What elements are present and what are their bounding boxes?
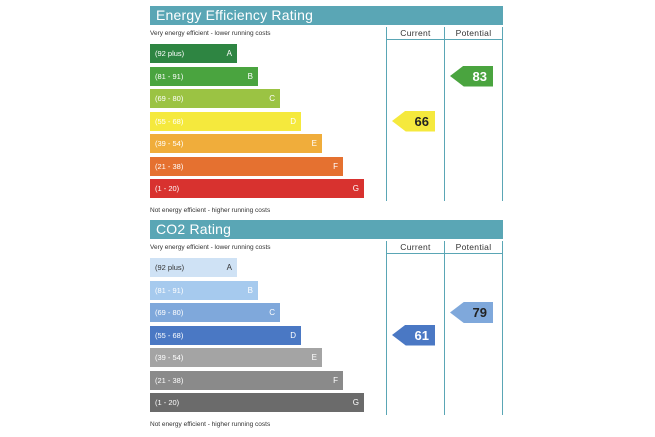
energy-band-range-label: (1 - 20)	[155, 184, 180, 193]
energy-potential-column-right-border	[502, 27, 503, 201]
co2-band-e: (39 - 54) E	[150, 348, 322, 367]
energy-band-letter: G	[352, 184, 359, 193]
co2-band-g: (1 - 20) G	[150, 393, 364, 412]
co2-current-column-right-border	[444, 241, 445, 415]
co2-potential-value: 79	[472, 305, 487, 320]
energy-current-header: Current	[400, 28, 431, 38]
co2-band-letter: G	[352, 398, 359, 407]
energy-current-value: 66	[414, 113, 429, 129]
energy-band-f: (21 - 38) F	[150, 156, 343, 176]
energy-band-c: (69 - 80) C	[150, 89, 280, 108]
co2-band-letter: C	[269, 308, 275, 317]
energy-bottom-caption: Not energy efficient - higher running co…	[150, 207, 271, 214]
co2-potential-header: Potential	[455, 242, 492, 252]
energy-band-range-label: (81 - 91)	[155, 71, 184, 81]
energy-band-range-label: (21 - 38)	[155, 161, 184, 171]
co2-band-d: (55 - 68) D	[150, 325, 301, 345]
co2-band-letter: D	[290, 330, 296, 340]
energy-band-d: (55 - 68) D	[150, 111, 301, 131]
energy-band-range-label: (55 - 68)	[155, 116, 184, 126]
energy-band-letter: C	[269, 94, 275, 103]
energy-band-b: (81 - 91) B	[150, 66, 258, 86]
energy-potential-rating-arrow: 83	[450, 65, 493, 87]
energy-current-column-right-border	[444, 27, 445, 201]
energy-band-a: (92 plus) A	[150, 44, 237, 63]
co2-band-range-label: (92 plus)	[155, 263, 185, 272]
co2-potential-rating-arrow: 79	[450, 302, 493, 323]
energy-rating-title: Energy Efficiency Rating	[150, 6, 503, 25]
co2-band-range-label: (69 - 80)	[155, 308, 184, 317]
energy-current-column-left-border	[386, 27, 387, 201]
co2-band-range-label: (55 - 68)	[155, 330, 184, 340]
energy-potential-header: Potential	[455, 28, 492, 38]
energy-band-e: (39 - 54) E	[150, 134, 322, 153]
co2-potential-column-right-border	[502, 241, 503, 415]
co2-band-a: (92 plus) A	[150, 258, 237, 277]
energy-band-range-label: (92 plus)	[155, 49, 185, 58]
co2-current-value: 61	[414, 327, 429, 343]
co2-band-range-label: (81 - 91)	[155, 285, 184, 295]
co2-band-range-label: (39 - 54)	[155, 353, 184, 362]
co2-current-column-left-border	[386, 241, 387, 415]
energy-band-letter: E	[311, 139, 317, 148]
energy-current-rating-arrow: 66	[392, 110, 435, 132]
co2-band-letter: A	[226, 263, 232, 272]
energy-band-letter: D	[290, 116, 296, 126]
co2-band-letter: E	[311, 353, 317, 362]
co2-column-header-divider	[386, 253, 503, 254]
energy-band-letter: B	[247, 71, 253, 81]
co2-band-b: (81 - 91) B	[150, 280, 258, 300]
co2-band-letter: B	[247, 285, 253, 295]
co2-band-range-label: (1 - 20)	[155, 398, 180, 407]
co2-top-caption: Very energy efficient - lower running co…	[150, 244, 271, 251]
energy-potential-value: 83	[472, 68, 487, 84]
energy-band-letter: F	[333, 161, 338, 171]
energy-band-letter: A	[226, 49, 232, 58]
energy-band-g: (1 - 20) G	[150, 179, 364, 198]
energy-column-header-divider	[386, 39, 503, 40]
energy-band-range-label: (69 - 80)	[155, 94, 184, 103]
co2-band-letter: F	[333, 375, 338, 385]
co2-band-f: (21 - 38) F	[150, 370, 343, 390]
energy-top-caption: Very energy efficient - lower running co…	[150, 30, 271, 37]
energy-band-range-label: (39 - 54)	[155, 139, 184, 148]
co2-band-range-label: (21 - 38)	[155, 375, 184, 385]
co2-current-header: Current	[400, 242, 431, 252]
co2-rating-title: CO2 Rating	[150, 220, 503, 239]
co2-band-c: (69 - 80) C	[150, 303, 280, 322]
co2-bottom-caption: Not energy efficient - higher running co…	[150, 421, 271, 428]
co2-current-rating-arrow: 61	[392, 324, 435, 346]
